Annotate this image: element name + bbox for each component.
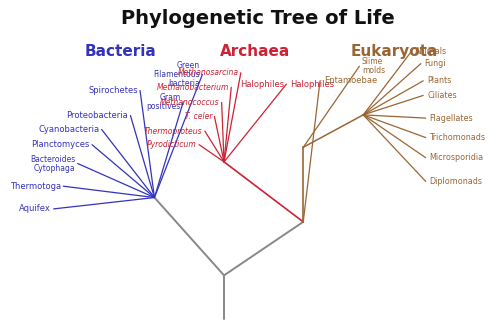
- Text: Spirochetes: Spirochetes: [88, 86, 138, 95]
- Text: Phylogenetic Tree of Life: Phylogenetic Tree of Life: [121, 9, 394, 28]
- Text: Slime
molds: Slime molds: [362, 57, 385, 75]
- Text: Planctomyces: Planctomyces: [32, 140, 90, 149]
- Text: Bacteria: Bacteria: [85, 44, 156, 59]
- Text: Entamoebae: Entamoebae: [324, 76, 377, 85]
- Text: Plants: Plants: [427, 76, 452, 85]
- Text: Halophiles: Halophiles: [240, 79, 284, 89]
- Text: Diplomonads: Diplomonads: [430, 177, 482, 186]
- Text: Methanobacterium: Methanobacterium: [156, 83, 229, 92]
- Text: Green
Filamentous
bacteria: Green Filamentous bacteria: [154, 61, 200, 88]
- Text: T. celer: T. celer: [184, 112, 212, 121]
- Text: Trichomonads: Trichomonads: [430, 133, 486, 142]
- Text: Proteobacteria: Proteobacteria: [66, 111, 128, 120]
- Text: Cyanobacteria: Cyanobacteria: [38, 125, 99, 134]
- Text: Aquifex: Aquifex: [20, 204, 51, 214]
- Text: Fungi: Fungi: [424, 59, 446, 68]
- Text: Halophiles: Halophiles: [290, 79, 335, 89]
- Text: Thermoproteus: Thermoproteus: [144, 127, 203, 136]
- Text: Animals: Animals: [415, 47, 447, 56]
- Text: Microsporidia: Microsporidia: [430, 153, 484, 162]
- Text: Archaea: Archaea: [220, 44, 290, 59]
- Text: Gram
positives: Gram positives: [146, 93, 181, 111]
- Text: Eukaryota: Eukaryota: [350, 44, 438, 59]
- Text: Methanococcus: Methanococcus: [160, 98, 219, 107]
- Text: Pyrodicticum: Pyrodicticum: [147, 140, 196, 149]
- Text: Thermotoga: Thermotoga: [10, 182, 61, 191]
- Text: Bacteroides
Cytophaga: Bacteroides Cytophaga: [30, 154, 75, 173]
- Text: Ciliates: Ciliates: [427, 91, 456, 100]
- Text: Flagellates: Flagellates: [430, 113, 473, 123]
- Text: Methanosarcina: Methanosarcina: [178, 68, 238, 77]
